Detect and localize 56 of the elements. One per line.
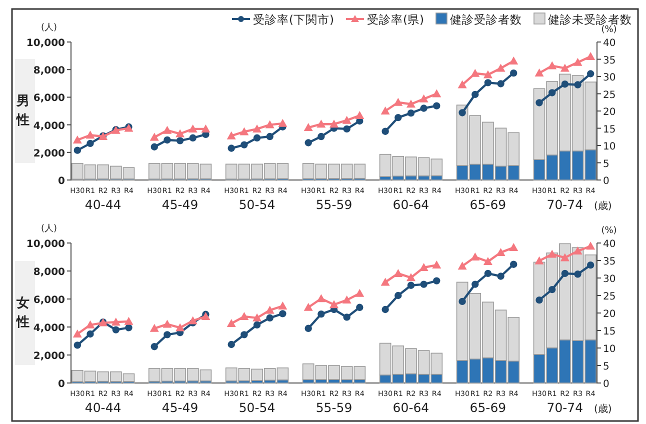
y2-tick-label: 40 bbox=[603, 239, 616, 250]
text: 60-64 bbox=[392, 400, 430, 415]
y-tick-label: 2,000 bbox=[33, 351, 66, 362]
y-tick-label: 10,000 bbox=[26, 38, 66, 49]
y2-tick-label: 30 bbox=[603, 72, 616, 84]
y2-tick-label: 35 bbox=[603, 256, 616, 268]
text: 40-44 bbox=[84, 400, 122, 415]
text: 50-54 bbox=[238, 197, 276, 212]
y-tick-label: 2,000 bbox=[33, 148, 66, 160]
y-axis-title: (人) bbox=[40, 22, 58, 33]
y-tick-label: 6,000 bbox=[33, 93, 66, 104]
y2-tick-label: 10 bbox=[603, 344, 616, 355]
y-tick-label: 0 bbox=[58, 379, 66, 390]
y-tick-label: 8,000 bbox=[33, 66, 66, 77]
legend-label: 健診受診者数 bbox=[450, 12, 522, 26]
text: 60-64 bbox=[392, 197, 430, 212]
legend-label: 健診未受診者数 bbox=[548, 12, 632, 26]
y-tick-label: 8,000 bbox=[33, 267, 66, 278]
text: 55-59 bbox=[316, 197, 352, 212]
text: 70-74 bbox=[546, 197, 584, 212]
text: 65-69 bbox=[470, 400, 506, 415]
text: (歳) bbox=[594, 403, 612, 415]
legend-label: 受診率(県) bbox=[366, 12, 424, 26]
y2-tick-label: 5 bbox=[603, 158, 610, 170]
y2-tick-label: 40 bbox=[603, 38, 616, 49]
y-axis-title: (人) bbox=[40, 223, 58, 234]
y-tick-label: 4,000 bbox=[33, 323, 66, 334]
legend-label: 受診率(下関市) bbox=[253, 12, 334, 26]
y-tick-label: 4,000 bbox=[33, 120, 66, 132]
text: 45-49 bbox=[162, 400, 198, 415]
y-tick-label: 0 bbox=[58, 176, 66, 187]
y2-tick-label: 10 bbox=[603, 142, 616, 152]
y2-axis-title: (%) bbox=[601, 25, 617, 35]
text: 70-74 bbox=[546, 400, 584, 415]
y2-tick-label: 0 bbox=[603, 176, 610, 187]
y2-tick-label: 25 bbox=[603, 292, 616, 302]
y2-tick-label: 20 bbox=[603, 309, 616, 320]
text: 55-59 bbox=[316, 400, 352, 415]
text: 50-54 bbox=[238, 400, 276, 415]
y2-tick-label: 35 bbox=[603, 55, 616, 66]
y2-tick-label: 5 bbox=[603, 362, 610, 372]
text: (歳) bbox=[594, 200, 612, 212]
y2-tick-label: 25 bbox=[603, 90, 616, 101]
y-tick-label: 10,000 bbox=[26, 239, 66, 250]
y2-axis-title: (%) bbox=[601, 226, 617, 236]
y2-tick-label: 0 bbox=[603, 379, 610, 390]
y2-tick-label: 30 bbox=[603, 274, 616, 285]
y2-tick-label: 15 bbox=[603, 326, 616, 338]
text: 45-49 bbox=[162, 197, 198, 212]
y2-tick-label: 15 bbox=[603, 124, 616, 136]
title: 女性 bbox=[16, 296, 30, 330]
y2-tick-label: 20 bbox=[603, 107, 616, 118]
title: 男性 bbox=[16, 94, 30, 128]
text: 65-69 bbox=[470, 197, 506, 212]
y-tick-label: 6,000 bbox=[33, 295, 66, 306]
text: 40-44 bbox=[84, 197, 122, 212]
